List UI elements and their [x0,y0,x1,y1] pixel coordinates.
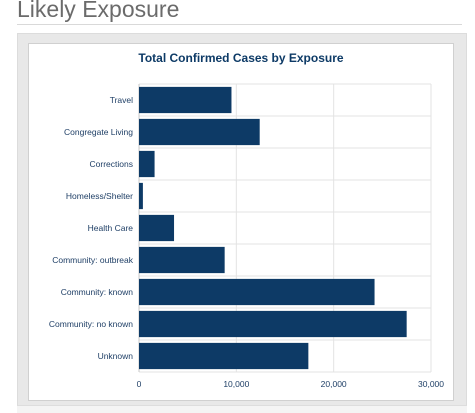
category-label: Community: known [61,287,134,297]
bar[interactable] [139,118,260,146]
section-title: Likely Exposure [17,0,180,22]
chart-card: Total Confirmed Cases by Exposure Travel… [28,43,454,401]
bar[interactable] [139,246,225,274]
bar[interactable] [139,86,232,114]
next-section-edge [17,405,467,413]
category-label: Travel [110,95,133,105]
category-label: Congregate Living [64,127,133,137]
x-tick-label: 20,000 [321,379,347,389]
x-tick-label: 10,000 [223,379,249,389]
category-label: Health Care [88,223,134,233]
bar[interactable] [139,310,407,338]
bar[interactable] [139,182,143,210]
bar[interactable] [139,214,175,242]
x-tick-label: 30,000 [418,379,444,389]
bar[interactable] [139,342,309,370]
bar[interactable] [139,278,375,306]
bar[interactable] [139,150,155,178]
x-tick-labels: 0 10,000 20,000 30,000 [137,379,445,389]
bars [139,86,407,370]
category-label: Community: outbreak [52,255,134,265]
title-divider [17,24,462,25]
category-label: Corrections [90,159,133,169]
category-label: Homeless/Shelter [66,191,133,201]
category-label: Unknown [98,351,134,361]
chart-title: Total Confirmed Cases by Exposure [138,51,343,65]
chart-panel: Total Confirmed Cases by Exposure Travel… [17,33,467,408]
bar-chart: Total Confirmed Cases by Exposure Travel… [49,51,445,389]
category-label: Community: no known [49,319,133,329]
x-tick-label: 0 [137,379,142,389]
category-labels: Travel Congregate Living Corrections Homele… [49,95,134,361]
